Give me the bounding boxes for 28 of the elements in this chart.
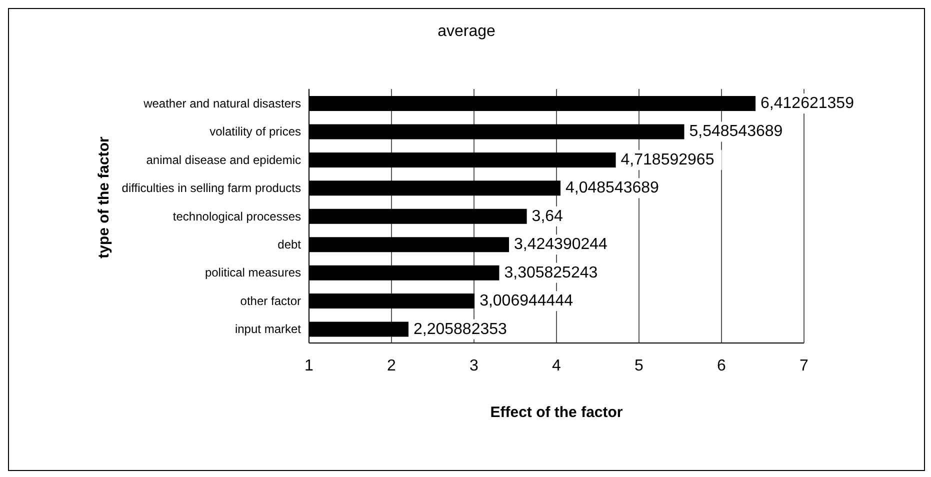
x-axis-title: Effect of the factor [489, 404, 624, 421]
data-label: 4,048543689 [566, 180, 660, 197]
y-tick-label: weather and natural disasters [142, 96, 301, 110]
y-tick-label: volatility of prices [210, 124, 301, 139]
x-tick-label: 4 [552, 357, 562, 374]
data-label: 6,412621359 [760, 95, 854, 112]
x-tick-label: 6 [717, 357, 726, 374]
y-axis-title: type of the factor [96, 136, 112, 260]
x-tick-label: 5 [634, 357, 644, 374]
data-label: 3,424390244 [514, 236, 608, 254]
y-tick-label: other factor [240, 294, 301, 308]
x-tick-label: 3 [470, 357, 479, 374]
data-label: 3,64 [532, 208, 564, 225]
data-label: 3,305825243 [504, 264, 598, 282]
data-label: 3,006944444 [480, 292, 574, 310]
x-tick-label: 2 [387, 357, 396, 374]
data-label: 2,205882353 [413, 320, 508, 338]
data-label: 4,718592965 [620, 151, 714, 168]
y-tick-label: difficulties in selling farm products [122, 181, 301, 196]
y-tick-label: debt [278, 237, 302, 252]
y-tick-label: technological processes [172, 209, 301, 224]
y-tick-label: input market [234, 322, 302, 336]
x-tick-label: 7 [800, 357, 809, 374]
y-tick-label: political measures [204, 266, 301, 280]
chart-title: average [436, 23, 496, 41]
y-tick-label: animal disease and epidemic [146, 152, 301, 167]
data-label: 5,548543689 [689, 123, 783, 140]
x-tick-label: 1 [304, 357, 314, 374]
